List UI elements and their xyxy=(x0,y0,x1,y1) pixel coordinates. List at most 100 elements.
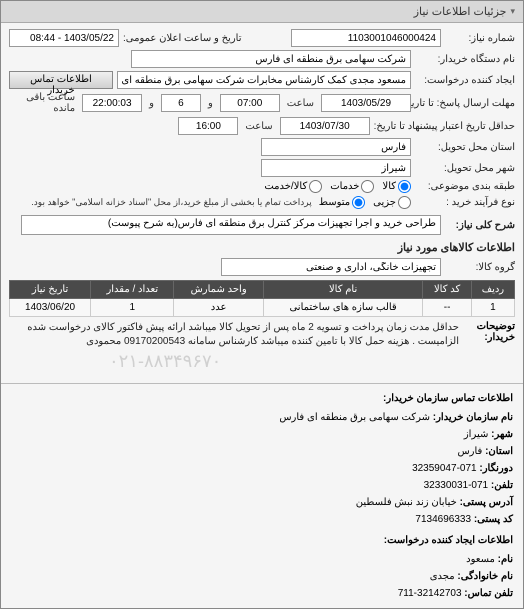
remaining-label: ساعت باقی مانده xyxy=(12,92,75,114)
contact-city-line: شهر: شیراز xyxy=(11,426,513,443)
creator-surname-line: نام خانوادگی: مجدی xyxy=(11,568,513,585)
col-name: نام کالا xyxy=(263,281,423,299)
notes-text: حداقل مدت زمان پرداخت و تسویه 2 ماه پس ا… xyxy=(9,321,459,349)
creator-surname: مجدی xyxy=(430,571,455,582)
desc-label: شرح کلی نیاز: xyxy=(445,220,515,231)
creator-title: اطلاعات ایجاد کننده درخواست: xyxy=(11,532,513,549)
cell-date: 1403/06/20 xyxy=(10,299,91,317)
contact-phone: 071-32330031 xyxy=(424,480,489,491)
deadline-time-input[interactable] xyxy=(220,94,280,112)
time-label-1: ساعت xyxy=(287,98,314,109)
creator-tel-label: تلفن تماس: xyxy=(464,588,513,599)
province-label: استان محل تحویل: xyxy=(415,142,515,153)
requester-input[interactable] xyxy=(117,71,411,89)
desc-textarea[interactable] xyxy=(21,215,441,235)
city-label: شهر محل تحویل: xyxy=(415,163,515,174)
creator-name-line: نام: مسعود xyxy=(11,551,513,568)
contact-province-line: استان: فارس xyxy=(11,443,513,460)
contact-title: اطلاعات تماس سازمان خریدار: xyxy=(11,390,513,407)
radio-mini-input[interactable] xyxy=(398,196,411,209)
contact-fax: 071-32359047 xyxy=(412,463,477,474)
radio-kala[interactable]: کالا xyxy=(382,180,411,193)
buy-note: پرداخت تمام یا بخشی از مبلغ خرید،از محل … xyxy=(31,197,311,208)
cell-unit: عدد xyxy=(174,299,263,317)
contact-city: شیراز xyxy=(464,429,489,440)
buyer-org-input[interactable] xyxy=(131,50,411,68)
collapse-icon[interactable]: ▾ xyxy=(510,6,515,17)
col-row: ردیف xyxy=(471,281,514,299)
contact-province: فارس xyxy=(457,446,482,457)
group-input[interactable] xyxy=(221,258,441,276)
table-row[interactable]: 1 -- قالب سازه های ساختمانی عدد 1 1403/0… xyxy=(10,299,515,317)
cell-qty: 1 xyxy=(91,299,174,317)
deadline-date-input[interactable] xyxy=(321,94,411,112)
radio-khadamat-input[interactable] xyxy=(361,180,374,193)
creator-name: مسعود xyxy=(466,554,495,565)
radio-mini[interactable]: جزیی xyxy=(373,196,411,209)
remaining-time-input[interactable] xyxy=(82,94,142,112)
announce-input[interactable] xyxy=(9,29,119,47)
creator-surname-label: نام خانوادگی: xyxy=(457,571,513,582)
buy-type-label: نوع فرآیند خرید : xyxy=(415,197,515,208)
notes-row: توضیحات خریدار: حداقل مدت زمان پرداخت و … xyxy=(9,321,515,349)
creator-name-label: نام: xyxy=(498,554,513,565)
watermark-area: ۰۲۱-۸۸۳۴۹۶۷۰ xyxy=(9,349,515,377)
radio-medium[interactable]: متوسط xyxy=(319,196,365,209)
days-sep-label2: و xyxy=(149,98,154,109)
time-label-2: ساعت xyxy=(245,121,272,132)
announce-label: تاریخ و ساعت اعلان عمومی: xyxy=(123,33,242,44)
col-date: تاریخ نیاز xyxy=(10,281,91,299)
contact-address-label: آدرس پستی: xyxy=(460,497,513,508)
contact-section: اطلاعات تماس سازمان خریدار: نام سازمان خ… xyxy=(1,384,523,608)
details-window: ▾ جزئیات اطلاعات نیاز شماره نیاز: تاریخ … xyxy=(0,0,524,609)
notes-label: توضیحات خریدار: xyxy=(465,321,515,349)
deadline-label: مهلت ارسال پاسخ: تا تاریخ: xyxy=(415,98,515,109)
radio-kala-input[interactable] xyxy=(398,180,411,193)
form-section: شماره نیاز: تاریخ و ساعت اعلان عمومی: نا… xyxy=(1,23,523,383)
window-title-bar: ▾ جزئیات اطلاعات نیاز xyxy=(1,1,523,23)
contact-postcode-line: کد پستی: 7134696333 xyxy=(11,511,513,528)
min-credit-date-input[interactable] xyxy=(280,117,370,135)
req-number-input[interactable] xyxy=(291,29,441,47)
buyer-contact-button[interactable]: اطلاعات تماس خریدار xyxy=(9,71,113,89)
watermark-text: ۰۲۱-۸۸۳۴۹۶۷۰ xyxy=(109,351,221,372)
group-label: گروه کالا: xyxy=(445,262,515,273)
contact-province-label: استان: xyxy=(485,446,513,457)
contact-postcode: 7134696333 xyxy=(415,514,471,525)
pack-type-radio-group: کالا خدمات کالا/خدمت xyxy=(264,180,411,193)
contact-address-line: آدرس پستی: خیابان زند نبش فلسطین xyxy=(11,494,513,511)
contact-fax-line: دورنگار: 071-32359047 xyxy=(11,460,513,477)
buy-type-radio-group: جزیی متوسط xyxy=(319,196,411,209)
contact-fax-label: دورنگار: xyxy=(479,463,513,474)
province-input[interactable] xyxy=(261,138,411,156)
radio-both-input[interactable] xyxy=(309,180,322,193)
contact-phone-line: تلفن: 071-32330031 xyxy=(11,477,513,494)
creator-tel: 32142703-711 xyxy=(398,588,462,599)
contact-postcode-label: کد پستی: xyxy=(474,514,513,525)
contact-city-label: شهر: xyxy=(491,429,513,440)
contact-org-line: نام سازمان خریدار: شرکت سهامی برق منطقه … xyxy=(11,409,513,426)
city-input[interactable] xyxy=(261,159,411,177)
items-header: اطلاعات کالاهای مورد نیاز xyxy=(9,241,515,254)
days-sep-label: و xyxy=(208,98,213,109)
buyer-org-label: نام دستگاه خریدار: xyxy=(415,54,515,65)
items-table: ردیف کد کالا نام کالا واحد شمارش تعداد /… xyxy=(9,280,515,317)
radio-both[interactable]: کالا/خدمت xyxy=(264,180,322,193)
col-unit: واحد شمارش xyxy=(174,281,263,299)
table-header-row: ردیف کد کالا نام کالا واحد شمارش تعداد /… xyxy=(10,281,515,299)
min-credit-time-input[interactable] xyxy=(178,117,238,135)
requester-label: ایجاد کننده درخواست: xyxy=(415,75,515,86)
req-number-label: شماره نیاز: xyxy=(445,33,515,44)
radio-medium-input[interactable] xyxy=(352,196,365,209)
radio-khadamat[interactable]: خدمات xyxy=(330,180,374,193)
contact-org-label: نام سازمان خریدار: xyxy=(433,412,513,423)
min-credit-label: حداقل تاریخ اعتبار پیشنهاد تا تاریخ: xyxy=(374,121,515,132)
col-code: کد کالا xyxy=(423,281,471,299)
contact-org: شرکت سهامی برق منطقه ای فارس xyxy=(279,412,430,423)
col-qty: تعداد / مقدار xyxy=(91,281,174,299)
pack-type-label: طبقه بندی موضوعی: xyxy=(415,181,515,192)
creator-tel-line: تلفن تماس: 32142703-711 xyxy=(11,585,513,602)
deadline-days-input[interactable] xyxy=(161,94,201,112)
contact-phone-label: تلفن: xyxy=(491,480,513,491)
cell-name: قالب سازه های ساختمانی xyxy=(263,299,423,317)
